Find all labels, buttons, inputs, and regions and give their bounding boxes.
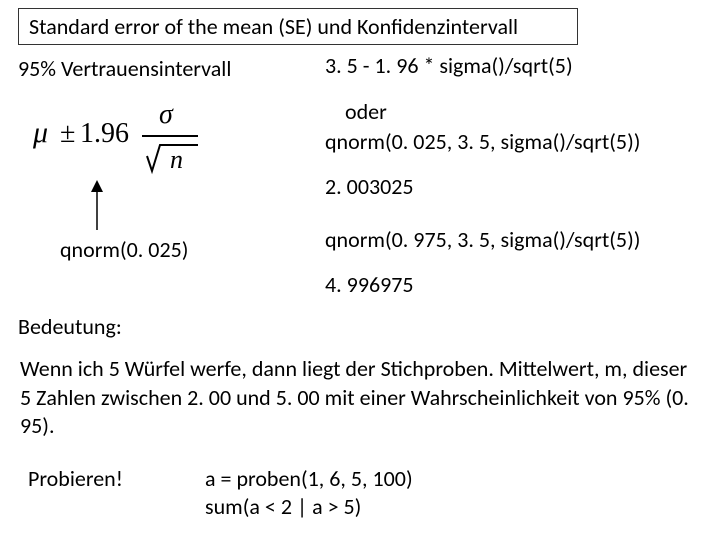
sqrt-arg: n — [170, 145, 183, 174]
meaning-heading: Bedeutung: — [18, 313, 122, 340]
oder-text: oder — [345, 98, 387, 125]
sigma-symbol: σ — [159, 99, 174, 130]
code-line-a: a = proben(1, 6, 5, 100) — [205, 465, 413, 492]
meaning-paragraph: Wenn ich 5 Würfel werfe, dann liegt der … — [20, 355, 700, 441]
expression-2: qnorm(0. 025, 3. 5, sigma()/sqrt(5)) — [325, 128, 640, 155]
up-arrow-icon — [87, 180, 107, 230]
confidence-label: 95% Vertrauensintervall — [18, 55, 231, 82]
coef-text: 1.96 — [80, 118, 129, 149]
title-box: Standard error of the mean (SE) und Konf… — [18, 8, 578, 45]
qnorm-label: qnorm(0. 025) — [60, 236, 188, 263]
value-1: 2. 003025 — [325, 173, 414, 200]
title-text: Standard error of the mean (SE) und Konf… — [29, 13, 518, 40]
plusminus-symbol: ± — [60, 118, 75, 149]
value-2: 4. 996975 — [325, 271, 414, 298]
formula-image: μ ± 1.96 σ n — [30, 98, 205, 178]
mu-symbol: μ — [32, 116, 48, 149]
expression-1: 3. 5 - 1. 96 * sigma()/sqrt(5) — [325, 52, 573, 79]
try-label: Probieren! — [28, 465, 123, 492]
expression-3: qnorm(0. 975, 3. 5, sigma()/sqrt(5)) — [325, 226, 640, 253]
code-line-sum: sum(a < 2 | a > 5) — [205, 493, 361, 520]
